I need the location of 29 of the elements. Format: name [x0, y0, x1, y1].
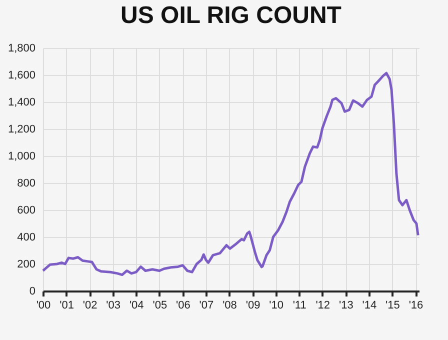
x-tick-label: '16	[408, 300, 424, 312]
y-tick-label: 800	[17, 178, 36, 190]
x-tick-label: '01	[60, 300, 74, 312]
x-tick-label: '04	[129, 300, 144, 312]
y-tick-label: 1,400	[8, 96, 36, 108]
x-tick-label: '03	[106, 300, 121, 312]
x-tick-label: '07	[199, 300, 214, 312]
x-tick-label: '02	[82, 300, 98, 312]
x-tick-label: '08	[222, 300, 237, 312]
line-series	[42, 72, 420, 276]
x-tick-label: '05	[152, 300, 168, 312]
y-tick-label: 1,800	[8, 42, 36, 54]
y-tick-label: 1,000	[8, 150, 36, 162]
y-tick-label: 400	[17, 232, 36, 244]
x-tick-label: '10	[269, 300, 284, 312]
x-tick-label: '15	[386, 300, 400, 312]
y-tick-label: 200	[17, 258, 36, 270]
x-tick-label: '00	[36, 300, 51, 312]
y-tick-label: 600	[17, 204, 36, 216]
x-tick-label: '13	[338, 300, 354, 312]
x-tick-label: '14	[362, 300, 377, 312]
chart-title: US OIL RIG COUNT	[120, 2, 342, 29]
y-tick-label: 1,200	[8, 124, 36, 136]
y-tick-label: 1,600	[8, 70, 36, 82]
x-tick-label: '11	[292, 300, 306, 312]
x-tick-label: '09	[246, 300, 260, 312]
y-tick-label: 0	[29, 286, 36, 298]
x-tick-label: '06	[176, 300, 190, 312]
x-tick-label: '12	[316, 300, 330, 312]
